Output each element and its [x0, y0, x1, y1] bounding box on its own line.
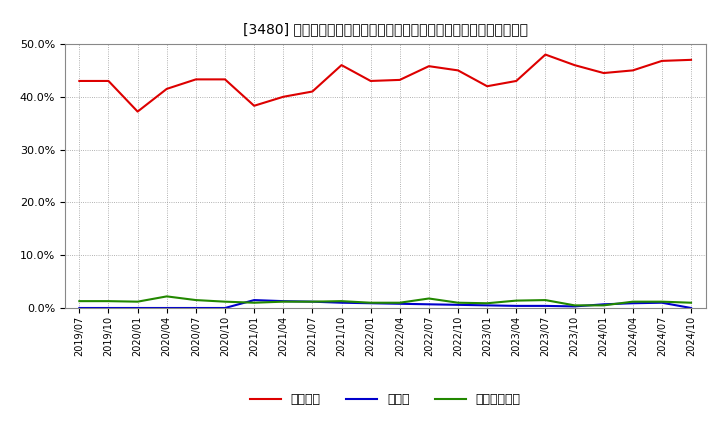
のれん [512, 303, 521, 308]
のれん [220, 305, 229, 311]
繰延税金資産 [483, 301, 492, 306]
自己資本 [425, 63, 433, 69]
Line: 自己資本: 自己資本 [79, 55, 691, 112]
自己資本 [395, 77, 404, 83]
繰延税金資産 [425, 296, 433, 301]
繰延税金資産 [599, 303, 608, 308]
のれん [629, 301, 637, 306]
Line: のれん: のれん [79, 300, 691, 308]
のれん [454, 302, 462, 308]
Legend: 自己資本, のれん, 繰延税金資産: 自己資本, のれん, 繰延税金資産 [250, 393, 521, 407]
のれん [366, 301, 375, 306]
繰延税金資産 [629, 299, 637, 304]
繰延税金資産 [163, 294, 171, 299]
のれん [599, 302, 608, 307]
繰延税金資産 [541, 297, 550, 303]
のれん [657, 300, 666, 305]
自己資本 [570, 62, 579, 68]
のれん [395, 301, 404, 306]
自己資本 [629, 68, 637, 73]
のれん [483, 303, 492, 308]
のれん [163, 305, 171, 311]
繰延税金資産 [308, 299, 317, 304]
のれん [104, 305, 113, 311]
繰延税金資産 [279, 299, 287, 304]
自己資本 [541, 52, 550, 57]
自己資本 [192, 77, 200, 82]
自己資本 [220, 77, 229, 82]
繰延税金資産 [366, 300, 375, 305]
繰延税金資産 [75, 298, 84, 304]
のれん [425, 302, 433, 307]
自己資本 [337, 62, 346, 68]
のれん [308, 299, 317, 304]
自己資本 [599, 70, 608, 76]
繰延税金資産 [570, 303, 579, 308]
繰延税金資産 [104, 298, 113, 304]
自己資本 [133, 109, 142, 114]
自己資本 [454, 68, 462, 73]
繰延税金資産 [687, 300, 696, 305]
繰延税金資産 [657, 299, 666, 304]
のれん [75, 305, 84, 311]
のれん [133, 305, 142, 311]
自己資本 [687, 57, 696, 62]
自己資本 [512, 78, 521, 84]
繰延税金資産 [454, 300, 462, 305]
のれん [337, 300, 346, 305]
自己資本 [657, 58, 666, 63]
のれん [570, 304, 579, 309]
のれん [192, 305, 200, 311]
自己資本 [250, 103, 258, 108]
自己資本 [366, 78, 375, 84]
Title: [3480] 自己資本、のれん、繰延税金資産の総資産に対する比率の推移: [3480] 自己資本、のれん、繰延税金資産の総資産に対する比率の推移 [243, 22, 528, 36]
繰延税金資産 [337, 298, 346, 304]
のれん [687, 305, 696, 311]
繰延税金資産 [220, 299, 229, 304]
のれん [541, 303, 550, 308]
自己資本 [279, 94, 287, 99]
Line: 繰延税金資産: 繰延税金資産 [79, 297, 691, 305]
繰延税金資産 [192, 297, 200, 303]
繰延税金資産 [395, 300, 404, 305]
自己資本 [104, 78, 113, 84]
のれん [279, 298, 287, 304]
自己資本 [75, 78, 84, 84]
繰延税金資産 [512, 298, 521, 303]
繰延税金資産 [133, 299, 142, 304]
繰延税金資産 [250, 300, 258, 305]
のれん [250, 297, 258, 303]
自己資本 [308, 89, 317, 94]
自己資本 [483, 84, 492, 89]
自己資本 [163, 86, 171, 92]
